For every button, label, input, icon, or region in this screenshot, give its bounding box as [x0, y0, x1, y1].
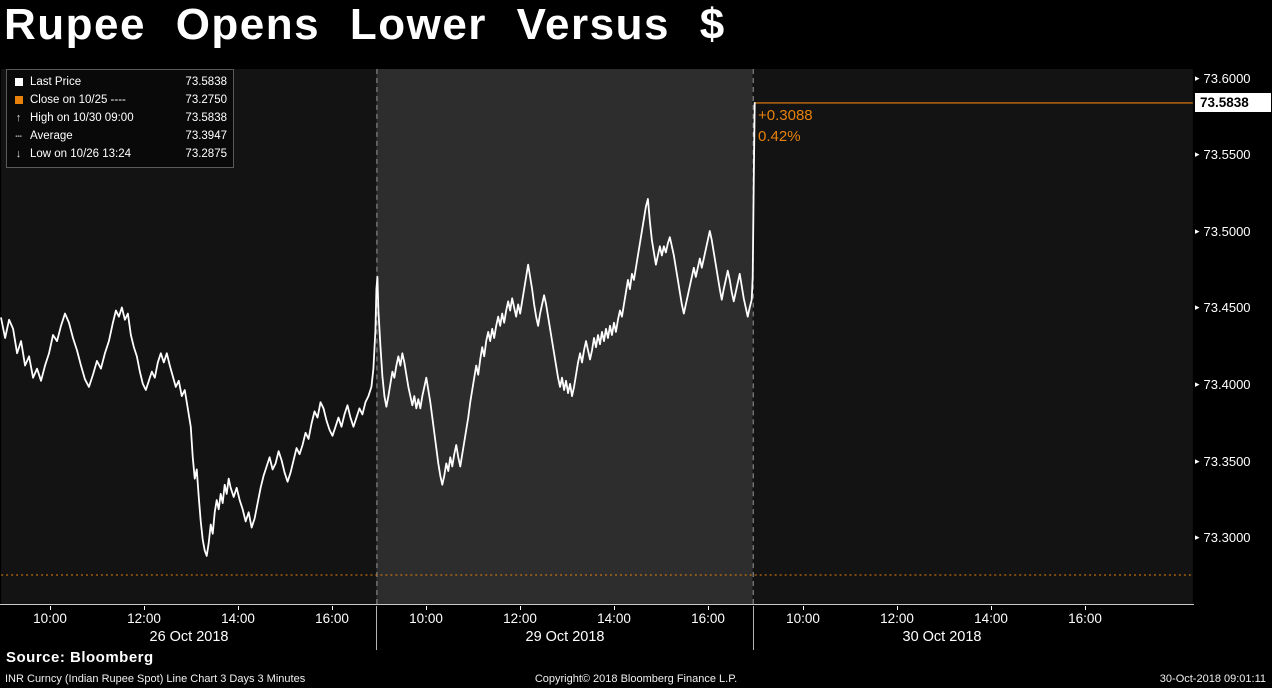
- x-axis: 10:00 12:00 14:00 16:00 26 Oct 2018 10:00 12:0…: [0, 606, 1194, 650]
- footer-bar: INR Curncy (Indian Rupee Spot) Line Char…: [0, 671, 1272, 688]
- x-axis-tick: [50, 606, 51, 610]
- legend-label: Average: [30, 130, 73, 142]
- axis-tick-arrow-icon: ▸: [1195, 72, 1200, 83]
- change-percent: 0.42%: [758, 127, 801, 145]
- axis-tick-arrow-icon: ▸: [1195, 532, 1200, 543]
- chart-legend: Last Price 73.5838 Close on 10/25 ---- 73.2…: [6, 69, 234, 168]
- x-axis-tick: [520, 606, 521, 610]
- y-axis-tick: ▸ 73.3000: [1195, 530, 1251, 546]
- legend-value: 73.5838: [185, 76, 227, 88]
- axis-tick-arrow-icon: ▸: [1195, 378, 1200, 389]
- time-label: 10:00: [409, 611, 443, 626]
- legend-value: 73.2875: [185, 148, 227, 160]
- y-axis-value: 73.3000: [1203, 530, 1251, 546]
- axis-tick-arrow-icon: ▸: [1195, 225, 1200, 236]
- day-separator: [376, 606, 377, 650]
- y-axis-tick: ▸ 73.6000: [1195, 70, 1251, 86]
- session-background: [376, 69, 753, 604]
- date-label: 30 Oct 2018: [902, 629, 982, 645]
- axis-tick-arrow-icon: ▸: [1195, 302, 1200, 313]
- time-label: 16:00: [1068, 611, 1102, 626]
- x-axis-tick: [1085, 606, 1086, 610]
- y-axis-tick: ▸ 73.3500: [1195, 453, 1251, 469]
- legend-row: ┄ Average 73.3947: [12, 127, 227, 145]
- legend-row: Last Price 73.5838: [12, 73, 227, 91]
- y-axis-tick: ▸ 73.5500: [1195, 147, 1251, 163]
- legend-row: ↑ High on 10/30 09:00 73.5838: [12, 109, 227, 127]
- high-marker-icon: ↑: [15, 112, 22, 124]
- day-separator: [753, 606, 754, 650]
- time-label: 10:00: [33, 611, 67, 626]
- source-label: Source: Bloomberg: [6, 649, 154, 666]
- last-price-label: 73.5838: [1195, 93, 1271, 113]
- time-label: 16:00: [315, 611, 349, 626]
- page-title: Rupee Opens Lower Versus $: [4, 0, 726, 49]
- footer-instrument-label: INR Curncy (Indian Rupee Spot) Line Char…: [5, 673, 306, 685]
- axis-tick-arrow-icon: ▸: [1195, 455, 1200, 466]
- y-axis-value: 73.6000: [1203, 70, 1251, 86]
- footer-timestamp: 30-Oct-2018 09:01:11: [1159, 673, 1266, 685]
- price-line-chart[interactable]: [0, 69, 1194, 605]
- legend-label: Last Price: [30, 76, 82, 88]
- x-axis-tick: [991, 606, 992, 610]
- date-label: 26 Oct 2018: [149, 629, 229, 645]
- time-label: 10:00: [786, 611, 820, 626]
- change-value: +0.3088: [758, 106, 813, 124]
- change-annotation: +0.3088 0.42%: [758, 105, 813, 147]
- x-axis-tick: [897, 606, 898, 610]
- low-marker-icon: ↓: [15, 148, 22, 160]
- footer-copyright: Copyright© 2018 Bloomberg Finance L.P.: [534, 673, 738, 685]
- date-label: 29 Oct 2018: [525, 629, 605, 645]
- y-axis-value: 73.3500: [1203, 453, 1251, 469]
- legend-row: Close on 10/25 ---- 73.2750: [12, 91, 227, 109]
- time-label: 14:00: [221, 611, 255, 626]
- x-axis-tick: [238, 606, 239, 610]
- y-axis-tick: ▸ 73.5000: [1195, 223, 1251, 239]
- legend-value: 73.5838: [185, 112, 227, 124]
- y-axis-tick: ▸ 73.4500: [1195, 300, 1251, 316]
- time-label: 14:00: [597, 611, 631, 626]
- x-axis-tick: [803, 606, 804, 610]
- legend-label: Close on 10/25 ----: [30, 94, 126, 106]
- legend-value: 73.2750: [185, 94, 227, 106]
- white-square-icon: [12, 78, 25, 86]
- time-label: 14:00: [974, 611, 1008, 626]
- x-axis-tick: [614, 606, 615, 610]
- y-axis-value: 73.4500: [1203, 300, 1251, 316]
- time-label: 12:00: [503, 611, 537, 626]
- y-axis-value: 73.5500: [1203, 147, 1251, 163]
- session-background: [752, 69, 1193, 604]
- legend-label: Low on 10/26 13:24: [30, 148, 132, 160]
- x-axis-tick: [426, 606, 427, 610]
- x-axis-tick: [144, 606, 145, 610]
- y-axis-value: 73.5000: [1203, 223, 1251, 239]
- x-axis-tick: [332, 606, 333, 610]
- orange-square-icon: [12, 96, 25, 104]
- x-axis-tick: [708, 606, 709, 610]
- y-axis-tick: ▸ 73.4000: [1195, 376, 1251, 392]
- time-label: 12:00: [127, 611, 161, 626]
- legend-value: 73.3947: [185, 130, 227, 142]
- price-line: [0, 102, 756, 557]
- time-label: 12:00: [880, 611, 914, 626]
- axis-tick-arrow-icon: ▸: [1195, 149, 1200, 160]
- y-axis: 73.5838 ▸ 73.6000 ▸ 73.5500 ▸ 73.5000 ▸ 73.4500…: [1194, 69, 1272, 606]
- legend-row: ↓ Low on 10/26 13:24 73.2875: [12, 145, 227, 163]
- average-marker-icon: ┄: [15, 130, 22, 143]
- y-axis-value: 73.4000: [1203, 376, 1251, 392]
- time-label: 16:00: [691, 611, 725, 626]
- legend-label: High on 10/30 09:00: [30, 112, 134, 124]
